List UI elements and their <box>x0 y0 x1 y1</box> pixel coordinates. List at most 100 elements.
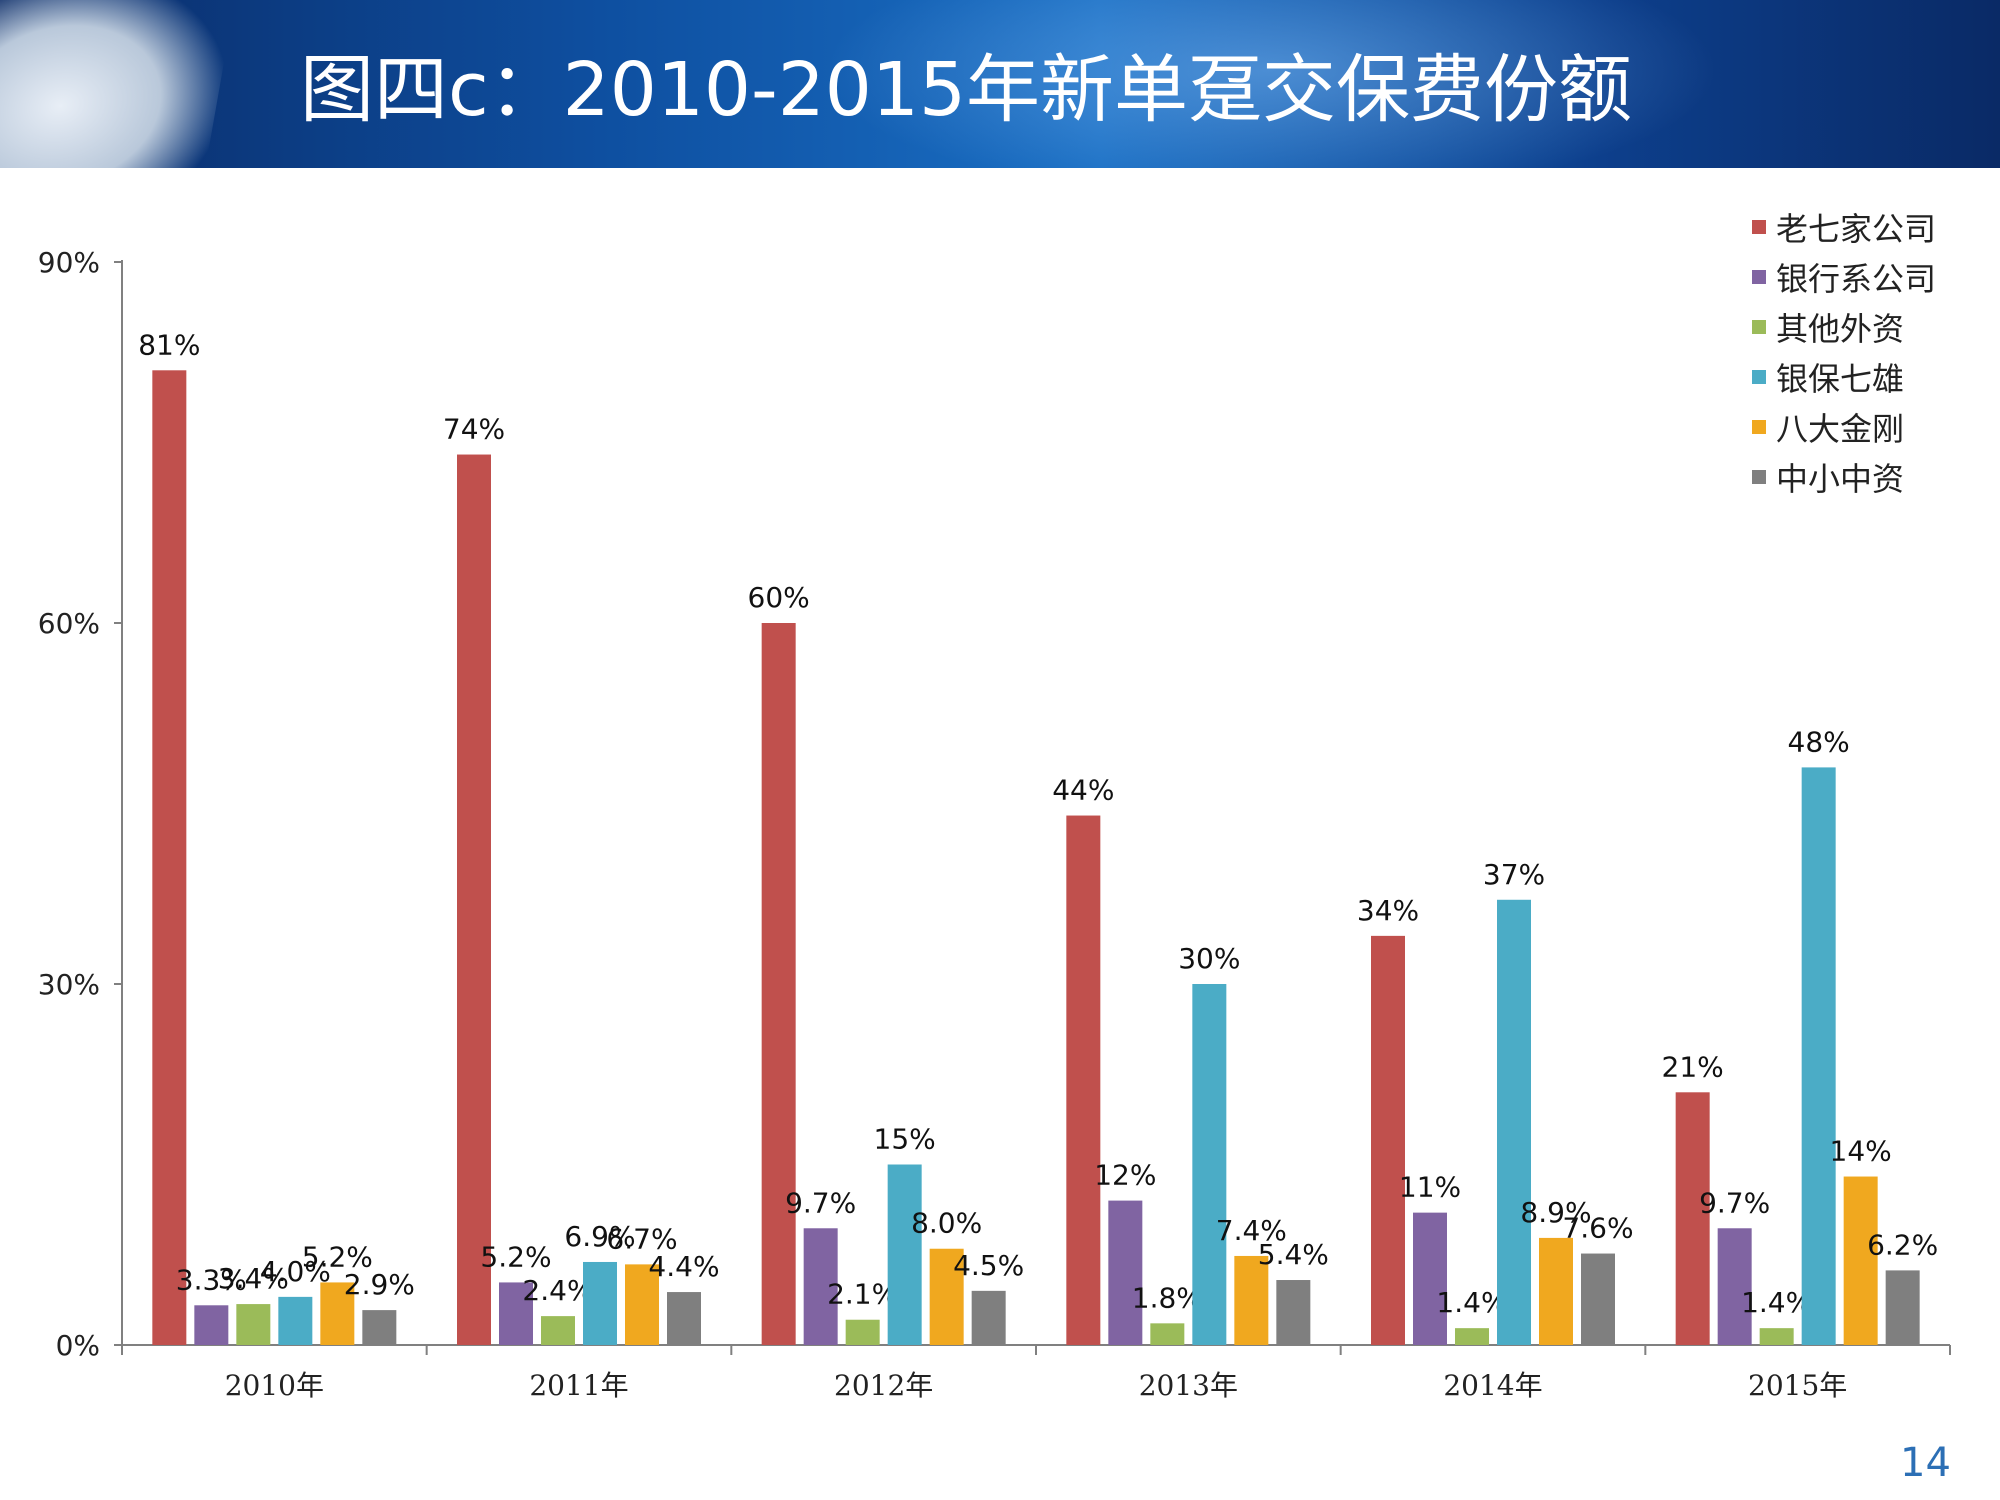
bar <box>1539 1237 1573 1345</box>
data-label: 2.4% <box>522 1274 593 1307</box>
data-label: 8.9% <box>1520 1196 1591 1229</box>
data-label: 7.6% <box>1562 1212 1633 1245</box>
legend-swatch <box>1752 220 1766 234</box>
legend-swatch <box>1752 270 1766 284</box>
legend-label: 老七家公司 <box>1776 210 1937 248</box>
data-label: 4.4% <box>648 1250 719 1283</box>
data-label: 44% <box>1052 774 1114 807</box>
legend-label: 八大金刚 <box>1776 410 1905 448</box>
data-label: 81% <box>138 328 200 361</box>
data-label: 1.8% <box>1132 1281 1203 1314</box>
data-label: 15% <box>874 1123 936 1156</box>
bar <box>1066 815 1101 1345</box>
bar <box>761 623 796 1345</box>
data-label: 2.9% <box>344 1268 415 1301</box>
data-label: 7.4% <box>1216 1214 1287 1247</box>
data-label: 3.4% <box>218 1262 289 1295</box>
bar <box>1413 1212 1447 1345</box>
data-label: 1.4% <box>1436 1286 1507 1319</box>
bar <box>1276 1280 1311 1345</box>
legend-swatch <box>1752 470 1766 484</box>
bar <box>803 1228 838 1345</box>
legend-item: 银行系公司 <box>1752 252 1936 302</box>
bar <box>457 454 491 1345</box>
data-label: 4.5% <box>953 1249 1024 1282</box>
data-label: 6.7% <box>606 1222 677 1255</box>
bar <box>929 1248 964 1345</box>
bar <box>667 1292 701 1345</box>
bar <box>845 1319 880 1345</box>
data-label: 30% <box>1178 942 1240 975</box>
legend-swatch <box>1752 320 1766 334</box>
legend-item: 中小中资 <box>1752 452 1936 502</box>
data-label: 6.9% <box>564 1220 635 1253</box>
legend-label: 银行系公司 <box>1776 260 1937 298</box>
page-number: 14 <box>1900 1440 1951 1486</box>
x-tick-label: 2012年 <box>834 1369 933 1402</box>
banner-glow <box>820 0 1720 168</box>
legend-swatch <box>1752 370 1766 384</box>
legend-label: 中小中资 <box>1776 460 1905 498</box>
bar <box>152 370 187 1345</box>
bar <box>1497 899 1531 1345</box>
page-title: 图四c：2010-2015年新单趸交保费份额 <box>300 47 1633 133</box>
bar <box>1675 1092 1710 1345</box>
bar <box>583 1261 617 1345</box>
bar <box>1108 1200 1143 1345</box>
y-tick-label: 90% <box>38 246 100 279</box>
data-label: 74% <box>443 413 505 446</box>
data-label: 60% <box>748 581 810 614</box>
data-label: 3.3% <box>176 1263 247 1296</box>
data-label: 9.7% <box>785 1186 856 1219</box>
data-label: 12% <box>1094 1159 1156 1192</box>
bar <box>887 1164 922 1345</box>
bar <box>194 1305 229 1345</box>
bar <box>499 1282 533 1345</box>
data-label: 34% <box>1357 894 1419 927</box>
data-label: 6.2% <box>1867 1228 1938 1261</box>
bar <box>1717 1228 1752 1345</box>
x-tick-label: 2011年 <box>529 1369 628 1402</box>
y-tick-label: 30% <box>38 968 100 1001</box>
x-tick-label: 2014年 <box>1443 1369 1542 1402</box>
bar <box>1234 1255 1269 1345</box>
bar <box>1843 1176 1878 1345</box>
legend-label: 其他外资 <box>1776 310 1905 348</box>
data-label: 2.1% <box>827 1278 898 1311</box>
data-label: 4.0% <box>260 1255 331 1288</box>
bar <box>1759 1328 1794 1345</box>
bar <box>362 1310 397 1345</box>
legend-item: 八大金刚 <box>1752 402 1936 452</box>
legend-item: 银保七雄 <box>1752 352 1936 402</box>
legend-swatch <box>1752 420 1766 434</box>
data-label: 5.4% <box>1258 1238 1329 1271</box>
data-label: 8.0% <box>911 1207 982 1240</box>
y-tick-label: 60% <box>38 607 100 640</box>
data-label: 11% <box>1399 1171 1461 1204</box>
title-banner: 图四c：2010-2015年新单趸交保费份额 <box>0 0 2000 168</box>
x-tick-label: 2015年 <box>1748 1369 1847 1402</box>
x-tick-label: 2013年 <box>1139 1369 1238 1402</box>
data-label: 5.2% <box>480 1240 551 1273</box>
x-tick-label: 2010年 <box>225 1369 324 1402</box>
bar <box>1150 1323 1185 1345</box>
legend-label: 银保七雄 <box>1776 360 1905 398</box>
bar <box>1801 767 1836 1345</box>
bar <box>1455 1328 1489 1345</box>
bar <box>541 1316 575 1345</box>
bar <box>278 1296 313 1345</box>
legend-item: 老七家公司 <box>1752 202 1936 252</box>
legend-item: 其他外资 <box>1752 302 1936 352</box>
bar <box>625 1264 659 1345</box>
data-label: 9.7% <box>1699 1186 1770 1219</box>
y-tick-label: 0% <box>56 1329 100 1362</box>
bar <box>1371 935 1405 1345</box>
data-label: 48% <box>1788 725 1850 758</box>
data-label: 14% <box>1830 1135 1892 1168</box>
chart-legend: 老七家公司银行系公司其他外资银保七雄八大金刚中小中资 <box>1752 202 1936 502</box>
bar <box>236 1304 271 1345</box>
bar <box>971 1290 1006 1345</box>
bar <box>1581 1253 1615 1345</box>
data-label: 1.4% <box>1741 1286 1812 1319</box>
